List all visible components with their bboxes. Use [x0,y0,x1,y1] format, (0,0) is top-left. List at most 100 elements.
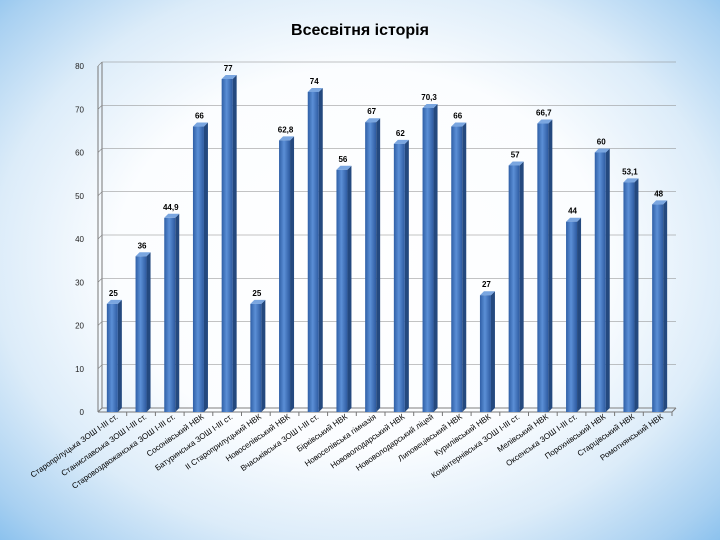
bar-side [318,87,323,412]
bar [279,140,291,412]
data-label: 36 [138,241,147,250]
bar-side [376,118,381,412]
gridline-slant [97,234,103,240]
bar-top [307,87,323,92]
bar-side [290,136,295,412]
bar-top [623,178,639,183]
bar-side [663,200,668,412]
bar [307,91,319,412]
bar-top [422,103,438,108]
data-label: 66,7 [536,109,552,118]
bar [135,256,147,412]
gridline-slant [97,364,103,369]
gridline-slant [97,407,103,413]
bar-side [117,299,122,412]
y-tick-label: 40 [75,235,84,244]
data-label: 53,1 [622,167,638,176]
y-tick-label: 70 [75,105,84,114]
bar [508,165,520,412]
bar [594,152,606,412]
bar [106,303,118,412]
bar [192,126,204,413]
data-label: 48 [654,189,663,198]
bar-top [164,213,180,218]
y-tick-label: 80 [75,62,84,71]
y-tick-label: 60 [75,149,84,158]
data-label: 62 [396,129,405,138]
bar-top [279,136,295,141]
y-tick-label: 10 [75,365,84,374]
bar-top [479,291,495,296]
bar-side [261,299,266,412]
gridline-slant [97,61,103,67]
floor-right-edge [671,407,677,413]
y-tick-label: 50 [75,192,84,201]
bar-top [451,122,467,127]
bar-top [221,74,237,79]
bar-top [365,118,381,123]
bar-top [508,161,524,166]
bar-side [203,122,208,413]
gridline-slant [97,105,103,110]
bar-top [393,139,409,144]
y-tick-label: 30 [75,278,84,287]
bar [250,303,262,412]
data-label: 77 [224,64,233,73]
bar-side [634,178,639,412]
bar-top [106,299,122,304]
bar [479,295,491,412]
data-label: 25 [252,289,261,298]
bar-side [433,103,438,412]
bar [221,78,233,412]
bar-side [490,291,495,412]
bar [164,217,176,412]
bar-top [250,299,266,304]
data-label: 66 [195,112,204,121]
bar [652,204,664,412]
bar-side [232,74,237,412]
bar-top [652,200,668,205]
bar [566,221,578,412]
data-label: 66 [453,112,462,121]
bar-side [462,122,467,413]
bar-top [336,165,352,170]
bar [422,107,434,412]
bar-side [605,148,610,412]
bar-side [404,139,409,412]
gridline-slant [97,278,103,283]
bar [336,169,348,412]
bar-side [548,119,553,413]
bar-top [566,217,582,222]
gridline-slant [97,191,103,196]
bar-side [175,213,180,412]
y-tick-label: 0 [80,408,85,417]
data-label: 56 [338,155,347,164]
bar [623,182,635,412]
data-label: 57 [511,150,520,159]
data-label: 67 [367,107,376,116]
data-label: 70,3 [421,93,437,102]
bar-top [135,252,151,257]
data-label: 44 [568,207,577,216]
bar-side [519,161,524,412]
bar-top [192,122,208,127]
bar [537,123,549,413]
bar-top [537,119,553,124]
bar [365,122,377,412]
bar [393,143,405,412]
bar-side [146,252,151,412]
data-label: 60 [597,138,606,147]
bar-side [577,217,582,412]
gridline-slant [97,148,103,153]
bar-side [347,165,352,412]
data-label: 44,9 [163,203,179,212]
data-label: 27 [482,280,491,289]
gridline-slant [97,321,103,326]
data-label: 25 [109,289,118,298]
data-label: 62,8 [278,125,294,134]
chart-title: Всесвітня історія [291,22,429,39]
y-tick-label: 20 [75,322,84,331]
bar [451,126,463,413]
bar-top [594,148,610,153]
